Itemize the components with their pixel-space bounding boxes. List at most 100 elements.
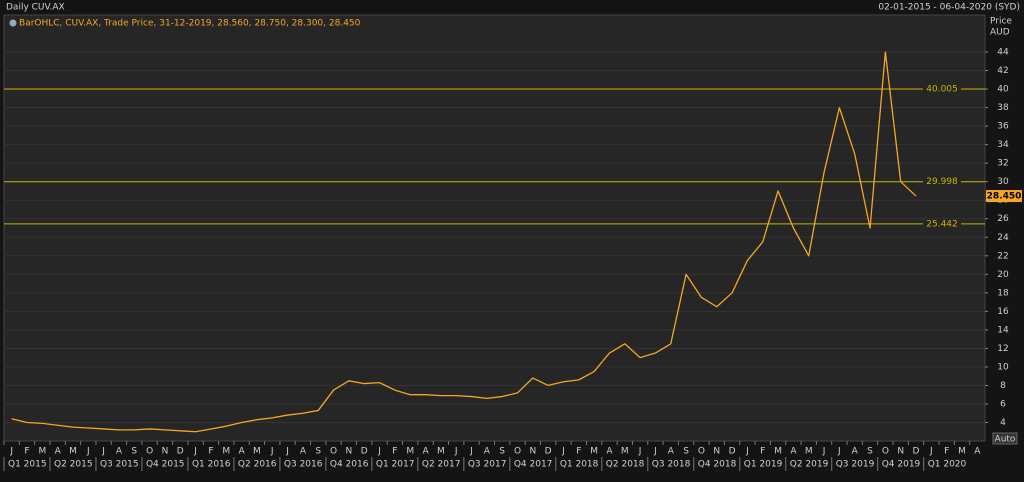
month-label: S [499,447,505,457]
month-label: O [514,447,521,457]
month-label: S [867,447,873,457]
quarter-label: Q2 2017 [422,460,461,470]
month-label: J [9,447,13,457]
quarter-label: Q1 2016 [192,460,231,470]
quarter-label: Q4 2016 [330,460,369,470]
month-label: A [422,447,429,457]
month-label: F [208,447,213,457]
month-label: J [285,447,289,457]
auto-label[interactable]: Auto [995,435,1016,445]
month-label: A [116,447,123,457]
last-price-label: 28.450 [987,192,1022,202]
month-label: D [361,447,368,457]
quarter-label: Q1 2017 [376,460,415,470]
month-label: F [576,447,581,457]
y-axis-unit: AUD [990,28,1010,38]
y-tick-label: 8 [1000,381,1006,391]
quarter-label: Q2 2018 [606,460,645,470]
y-tick-label: 24 [997,233,1009,243]
month-label: N [897,447,904,457]
quarter-label: Q4 2017 [514,460,553,470]
y-tick-label: 4 [1000,418,1006,428]
month-label: F [944,447,949,457]
month-label: J [745,447,749,457]
month-label: O [330,447,337,457]
y-tick-label: 26 [997,214,1009,224]
month-label: M [253,447,261,457]
month-label: J [193,447,197,457]
month-label: F [760,447,765,457]
month-label: M [406,447,414,457]
month-label: O [146,447,153,457]
month-label: J [561,447,565,457]
month-label: A [300,447,307,457]
month-label: J [822,447,826,457]
month-label: N [162,447,169,457]
y-tick-label: 32 [997,159,1008,169]
month-label: D [177,447,184,457]
legend-icon [9,19,17,27]
horizontal-line-label-bg [923,84,961,95]
chart-title: Daily CUV.AX [6,3,65,13]
month-label: N [529,447,536,457]
month-label: F [24,447,29,457]
month-label: J [377,447,381,457]
legend-text: BarOHLC, CUV.AX, Trade Price, 31-12-2019… [19,19,361,29]
month-label: M [38,447,46,457]
month-label: J [101,447,105,457]
horizontal-line-label: 29.998 [926,177,958,187]
month-label: N [713,447,720,457]
y-axis-label: Price [990,17,1012,27]
month-label: M [805,447,813,457]
month-label: J [653,447,657,457]
quarter-label: Q4 2019 [882,460,921,470]
quarter-label: Q1 2020 [928,460,967,470]
month-label: A [239,447,246,457]
horizontal-line-label: 25.442 [926,219,958,229]
plot-area [3,14,986,442]
month-label: S [683,447,689,457]
month-label: S [131,447,137,457]
y-tick-label: 10 [997,362,1009,372]
month-label: D [729,447,736,457]
quarter-label: Q2 2016 [238,460,277,470]
month-label: F [392,447,397,457]
y-tick-label: 16 [997,307,1009,317]
month-label: A [484,447,491,457]
y-tick-label: 40 [997,85,1009,95]
quarter-label: Q3 2015 [100,460,139,470]
auto-button[interactable] [992,432,1018,445]
horizontal-line-label-bg [923,218,961,229]
month-label: M [590,447,598,457]
y-tick-label: 22 [997,251,1008,261]
y-tick-label: 34 [997,140,1009,150]
month-label: A [790,447,797,457]
month-label: N [346,447,353,457]
quarter-label: Q1 2018 [560,460,599,470]
month-label: M [69,447,77,457]
price-line [11,51,917,433]
month-label: A [974,447,981,457]
month-label: D [913,447,920,457]
month-label: A [606,447,613,457]
y-tick-label: 30 [997,177,1009,187]
quarter-label: Q3 2019 [836,460,875,470]
date-range: 02-01-2015 - 06-04-2020 (SYD) [878,3,1020,13]
month-label: S [315,447,321,457]
month-label: J [86,447,90,457]
y-tick-label: 36 [997,122,1009,132]
horizontal-line-label-bg [923,176,961,187]
y-tick-label: 42 [997,66,1008,76]
quarter-label: Q2 2015 [54,460,93,470]
month-label: D [545,447,552,457]
month-label: J [638,447,642,457]
quarter-label: Q1 2015 [8,460,47,470]
horizontal-line-label: 40.005 [926,85,958,95]
y-tick-label: 44 [997,48,1009,58]
y-tick-label: 6 [1000,399,1006,409]
month-label: J [270,447,274,457]
last-price-tag [986,190,1022,203]
month-label: O [882,447,889,457]
quarter-label: Q1 2019 [744,460,783,470]
